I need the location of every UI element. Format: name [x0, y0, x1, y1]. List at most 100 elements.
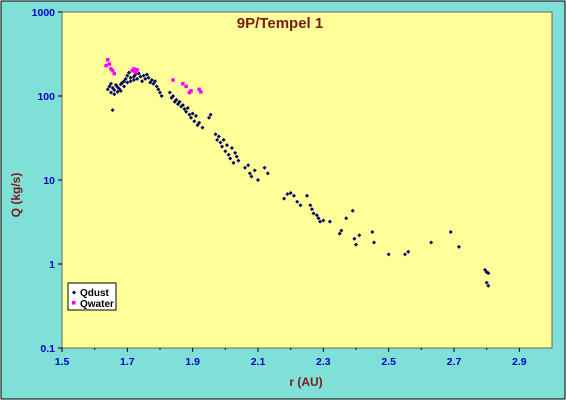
- qdust-point: [123, 76, 128, 81]
- qwater-point: [184, 84, 188, 89]
- x-axis-label: r (AU): [289, 375, 322, 389]
- qdust-point: [115, 89, 120, 94]
- x-tick-label: 2.9: [512, 356, 527, 368]
- qdust-point: [213, 132, 218, 137]
- qdust-point: [193, 113, 198, 118]
- y-tick-label: 100: [37, 91, 55, 103]
- qdust-point: [339, 228, 344, 233]
- qdust-point: [344, 216, 349, 221]
- x-tick-label: 1.7: [120, 356, 135, 368]
- qdust-point: [246, 163, 251, 168]
- qdust-point: [136, 71, 141, 76]
- qdust-point: [220, 144, 225, 149]
- qdust-point: [337, 231, 342, 236]
- y-tick-label: 10: [43, 175, 55, 187]
- qdust-point: [236, 158, 241, 163]
- legend-qdust-label: Qdust: [80, 288, 110, 299]
- qwater-point: [130, 68, 134, 73]
- qwater-point: [133, 70, 138, 75]
- legend-qwater-marker: [72, 301, 76, 305]
- qdust-point: [190, 111, 195, 116]
- qdust-point: [311, 211, 316, 216]
- qwater-point: [107, 62, 112, 66]
- qdust-point: [406, 249, 411, 254]
- qdust-point: [153, 79, 158, 84]
- x-tick-label: 2.3: [316, 356, 331, 368]
- qdust-point: [122, 84, 127, 89]
- qdust-point: [189, 115, 194, 120]
- qdust-point: [318, 219, 323, 224]
- qwater-point: [181, 81, 185, 86]
- qdust-point: [141, 73, 146, 78]
- qdust-point: [146, 75, 151, 80]
- qdust-point: [314, 213, 319, 218]
- x-tick-label: 1.5: [55, 356, 70, 368]
- qdust-point: [128, 75, 133, 80]
- qdust-point: [231, 160, 236, 165]
- qdust-point: [486, 271, 491, 276]
- qdust-point: [285, 192, 290, 197]
- chart-title: 9P/Tempel 1: [237, 15, 323, 32]
- qdust-point: [309, 207, 314, 212]
- qdust-point: [148, 80, 153, 85]
- qdust-point: [298, 203, 303, 208]
- qdust-point: [456, 244, 461, 249]
- qdust-point: [128, 79, 133, 84]
- qdust-point: [321, 218, 326, 223]
- legend: Qdust Qwater: [67, 282, 117, 311]
- qdust-point: [215, 137, 220, 142]
- qdust-point: [484, 280, 489, 285]
- qdust-point: [151, 81, 156, 86]
- qdust-point: [256, 178, 260, 182]
- qdust-point: [403, 252, 407, 257]
- qdust-point: [370, 230, 375, 235]
- qdust-point: [158, 90, 162, 95]
- qdust-point: [486, 283, 491, 288]
- qdust-point: [156, 87, 161, 92]
- x-tick-label: 2.7: [447, 356, 462, 368]
- legend-qdust-marker: [72, 290, 76, 295]
- qdust-point: [429, 240, 434, 245]
- qdust-point: [107, 84, 112, 89]
- y-tick-label: 1: [49, 259, 55, 271]
- axes: 1.5 1.7 1.9 2.1 2.3 2.5 2.7 2.9 0.1 1 10 100 1000: [32, 7, 527, 368]
- qwater-point: [135, 68, 139, 72]
- qdust-point: [185, 105, 190, 110]
- qdust-point: [184, 109, 189, 114]
- qwater-point: [189, 89, 193, 93]
- qdust-point: [112, 92, 117, 97]
- y-tick-label: 1000: [32, 7, 56, 19]
- qdust-point: [105, 87, 110, 92]
- qdust-point: [288, 191, 293, 196]
- qdust-point: [242, 165, 247, 170]
- qdust-point: [208, 112, 213, 117]
- qdust-point: [180, 103, 185, 108]
- qdust-point: [327, 219, 332, 224]
- qwater-point: [105, 58, 110, 62]
- qdust-point: [112, 87, 117, 92]
- qdust-point: [226, 152, 231, 157]
- qdust-point: [126, 70, 131, 75]
- qdust-point: [265, 171, 270, 176]
- qdust-point: [216, 134, 221, 139]
- qdust-point: [229, 146, 234, 151]
- qdust-point: [252, 168, 257, 173]
- qdust-point: [282, 196, 287, 201]
- qdust-point: [109, 81, 113, 86]
- qdust-point: [159, 94, 164, 98]
- qdust-point: [138, 74, 143, 79]
- qdust-point: [200, 125, 205, 130]
- qdust-point: [249, 174, 254, 179]
- qdust-point: [234, 154, 239, 159]
- qdust-point: [131, 78, 136, 83]
- qdust-point: [291, 193, 296, 198]
- qwater-point: [171, 78, 175, 82]
- qdust-point: [228, 156, 233, 161]
- qdust-point: [140, 79, 145, 84]
- qdust-point: [386, 252, 391, 257]
- qdust-point: [110, 108, 115, 113]
- qdust-point: [144, 72, 149, 77]
- qdust-point: [125, 73, 130, 78]
